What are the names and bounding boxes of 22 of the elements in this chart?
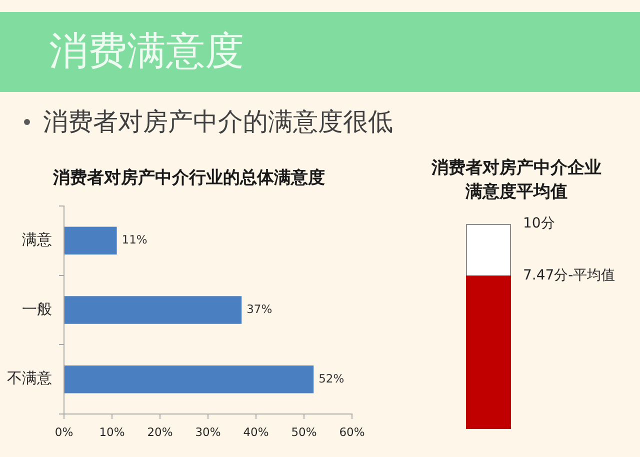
y-tick-label: 10分 <box>523 216 555 232</box>
y-tick-label: 满意 <box>22 230 52 249</box>
bar <box>64 365 314 394</box>
x-tick-label: 20% <box>147 424 173 439</box>
x-tick-label: 30% <box>195 424 221 439</box>
x-tick-label: 10% <box>99 424 125 439</box>
chart-title: 消费者对房产中介企业满意度平均值 <box>430 157 602 204</box>
x-tick-label: 60% <box>339 424 365 439</box>
y-tick-label: 一般 <box>22 300 52 318</box>
data-label: 37% <box>246 302 272 316</box>
y-tick-label: 不满意 <box>7 369 52 388</box>
text: 消费满意度 <box>49 28 244 76</box>
x-tick-label: 0% <box>54 424 74 439</box>
chart-title: 消费者对房产中介行业的总体满意度 <box>52 167 326 190</box>
bar <box>64 296 242 324</box>
bar <box>64 226 117 255</box>
data-label: 52% <box>318 371 344 386</box>
x-tick-label: 50% <box>291 424 317 439</box>
x-tick-label: 40% <box>243 424 269 439</box>
data-label: 11% <box>122 232 148 247</box>
y-tick-label: 7.47分-平均值 <box>523 268 616 284</box>
text: 消费者对房产中介的满意度很低 <box>43 107 393 137</box>
